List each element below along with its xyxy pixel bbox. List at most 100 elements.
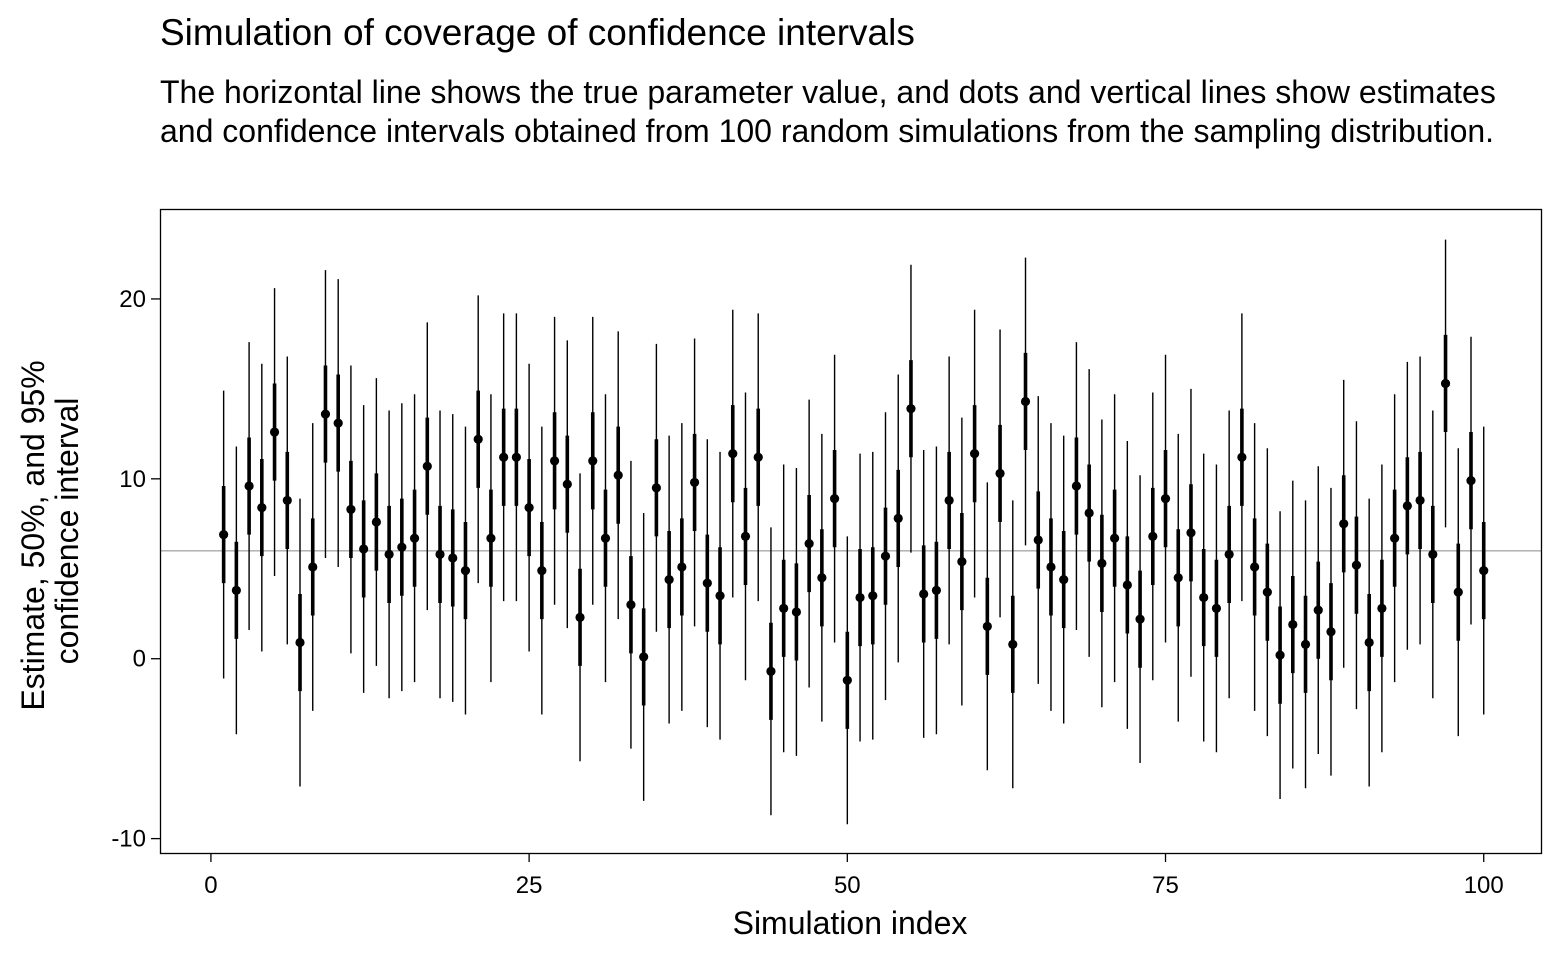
estimate-point	[1224, 549, 1234, 559]
y-tick-label: 20	[119, 286, 146, 313]
estimate-point	[397, 542, 407, 552]
estimate-point	[384, 549, 394, 559]
estimate-point	[1428, 549, 1438, 559]
estimate-point	[868, 591, 878, 601]
estimate-point	[1122, 580, 1132, 590]
y-tick-label: 0	[133, 646, 146, 673]
estimate-point	[1351, 560, 1362, 570]
estimate-point	[282, 495, 292, 506]
estimate-point	[791, 607, 802, 617]
estimate-point	[244, 481, 254, 491]
estimate-point	[1084, 508, 1094, 518]
estimate-point	[231, 585, 241, 595]
estimate-point	[575, 612, 585, 622]
x-tick-label: 25	[516, 872, 543, 899]
estimate-point	[588, 456, 598, 466]
x-tick-label: 50	[834, 872, 861, 899]
estimate-point	[511, 452, 521, 462]
estimate-point	[982, 621, 992, 631]
estimate-point	[1046, 562, 1056, 572]
estimate-point	[269, 427, 280, 437]
chart-subtitle: The horizontal line shows the true param…	[160, 74, 1496, 149]
x-tick-label: 0	[204, 872, 217, 899]
estimate-point	[460, 565, 471, 576]
estimate-point	[1186, 528, 1196, 538]
x-tick-label: 100	[1464, 872, 1504, 899]
y-tick-label: -10	[111, 826, 146, 853]
estimate-point	[1173, 573, 1183, 583]
estimate-point	[295, 637, 305, 648]
estimate-point	[473, 434, 483, 444]
estimate-point	[957, 556, 967, 567]
estimate-point	[1402, 501, 1412, 511]
estimate-point	[1415, 495, 1425, 506]
estimate-point	[1059, 574, 1069, 585]
estimate-point	[779, 603, 789, 613]
estimate-point	[855, 592, 865, 603]
estimate-point	[257, 503, 267, 513]
x-axis-label: Simulation index	[733, 905, 968, 941]
estimate-point	[448, 553, 458, 563]
estimate-point	[346, 504, 356, 515]
estimate-point	[728, 449, 738, 459]
estimate-point	[1237, 452, 1247, 462]
estimate-point	[1008, 639, 1018, 649]
y-axis-label-line-2: confidence interval	[49, 398, 85, 665]
estimate-point	[1288, 619, 1298, 630]
estimate-point	[371, 517, 381, 527]
estimate-point	[639, 652, 649, 662]
estimate-point	[664, 574, 674, 585]
estimate-point	[600, 533, 611, 543]
estimate-point	[308, 562, 318, 572]
estimate-point	[1326, 627, 1336, 637]
estimate-point	[422, 461, 432, 471]
estimate-point	[1110, 533, 1120, 543]
estimate-point	[1071, 481, 1082, 491]
estimate-point	[651, 483, 661, 493]
estimate-point	[995, 468, 1005, 479]
estimate-point	[817, 573, 827, 583]
y-axis-label: Estimate, 50%, and 95% confidence interv…	[15, 351, 85, 710]
estimate-point	[1479, 565, 1489, 576]
y-tick-label: 10	[119, 466, 146, 493]
estimate-point	[435, 549, 445, 559]
estimate-point	[1262, 587, 1272, 597]
estimate-point	[613, 470, 623, 480]
estimate-point	[1364, 637, 1374, 648]
estimate-point	[1250, 562, 1260, 572]
estimate-point	[1440, 378, 1451, 389]
estimate-point	[562, 479, 572, 489]
estimate-point	[320, 409, 331, 419]
estimate-point	[740, 531, 751, 541]
y-axis: -10 0 10 20	[111, 286, 160, 853]
estimate-point	[1453, 587, 1463, 597]
estimate-point	[969, 449, 980, 459]
estimate-point	[893, 513, 903, 524]
estimate-point	[931, 585, 942, 595]
estimate-point	[715, 591, 725, 601]
estimate-point	[702, 578, 712, 588]
estimate-point	[1097, 558, 1107, 568]
estimate-point	[1199, 592, 1209, 603]
estimate-point	[486, 533, 496, 543]
estimate-point	[219, 529, 229, 540]
estimate-point	[842, 675, 852, 685]
estimate-point	[1390, 533, 1400, 543]
estimate-point	[1148, 531, 1158, 541]
estimate-point	[677, 562, 687, 572]
estimate-point	[919, 589, 929, 599]
estimate-point	[1300, 639, 1311, 649]
estimate-point	[1377, 603, 1387, 613]
estimate-point	[1033, 535, 1043, 545]
x-axis: 0 25 50 75 100	[204, 853, 1504, 899]
estimate-point	[409, 533, 420, 543]
estimate-point	[880, 551, 891, 561]
estimate-point	[537, 565, 547, 576]
estimate-point	[804, 538, 814, 549]
estimate-point	[1211, 603, 1222, 613]
estimate-point	[689, 477, 700, 488]
ci95-layer	[222, 239, 1485, 825]
estimate-point	[1466, 476, 1476, 486]
estimate-point	[333, 418, 343, 428]
